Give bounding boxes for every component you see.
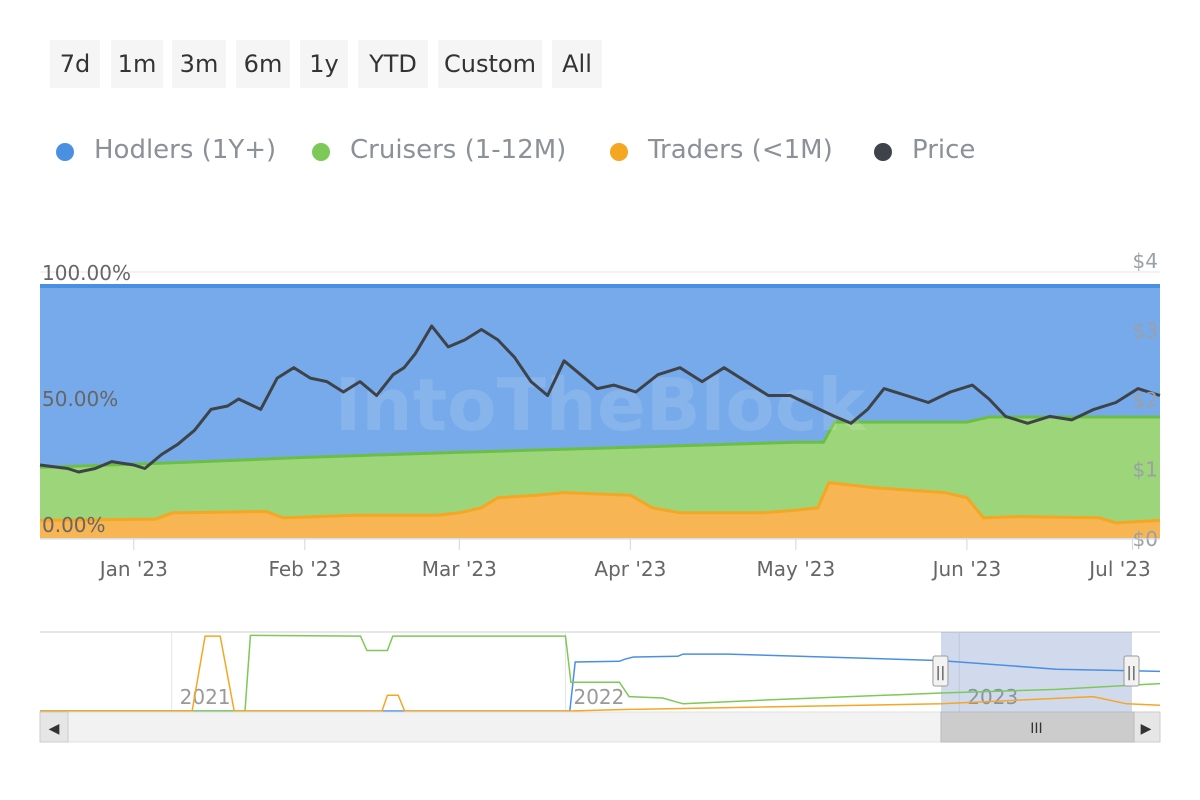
x-tick-label: Apr '23 [594,557,666,581]
navigator-year-label: 2021 [180,685,231,709]
range-button-custom[interactable]: Custom [438,40,542,88]
legend-label-traders: Traders (<1M) [648,135,833,165]
navigator-year-label: 2023 [967,685,1018,709]
range-button-1y[interactable]: 1y [300,40,348,88]
x-tick-label: Jun '23 [931,557,1002,581]
legend-label-hodlers: Hodlers (1Y+) [94,135,277,165]
y-right-tick-label: $3 [1133,319,1158,343]
navigator-series-line [40,634,1161,712]
range-button-7d[interactable]: 7d [50,40,100,88]
traders-area [40,482,1160,538]
handle-grip: || [1127,665,1136,681]
range-button-ytd[interactable]: YTD [358,40,428,88]
legend-item-hodlers[interactable]: Hodlers (1Y+) [52,128,292,172]
y-right-tick-label: $1 [1133,458,1158,482]
legend-label-price: Price [912,135,976,165]
traders-line [39,480,1161,525]
cruisers-area [40,417,1160,523]
navigator-year-label: 2022 [573,685,624,709]
legend-dot-price [874,143,892,161]
y-left-tick-label: 50.00% [42,387,118,411]
range-button-6m[interactable]: 6m [236,40,290,88]
scroll-left-icon[interactable]: ◀ [49,721,60,737]
range-button-all[interactable]: All [552,40,602,88]
x-tick-label: Feb '23 [268,557,341,581]
legend-dot-traders [610,143,628,161]
price-line [39,324,1161,474]
y-right-tick-label: $2 [1133,388,1158,412]
handle-body[interactable] [932,655,949,687]
scroll-left-button[interactable] [39,711,69,743]
x-tick-label: May '23 [757,557,836,581]
y-right-tick-label: $4 [1133,249,1158,273]
cruisers-line [39,415,1160,469]
legend-item-cruisers[interactable]: Cruisers (1-12M) [308,128,588,172]
watermark-text: IntoTheBlock [335,363,868,447]
range-button-1m[interactable]: 1m [111,40,163,88]
navigator-handle-left[interactable]: || [932,655,949,687]
scrollbar-thumb[interactable] [940,711,1135,743]
y-left-tick-label: 0.00% [42,513,106,537]
handle-body[interactable] [1123,655,1140,687]
navigator-series-line [40,653,1161,712]
legend-dot-cruisers [312,143,330,161]
navigator-series-line [40,635,1161,712]
x-tick-label: Jan '23 [98,557,168,581]
scroll-right-icon[interactable]: ▶ [1141,721,1152,737]
scrollbar-grip-icon: III [1030,721,1042,737]
legend-label-cruisers: Cruisers (1-12M) [350,135,567,165]
legend-item-traders[interactable]: Traders (<1M) [606,128,856,172]
legend-item-price[interactable]: Price [870,128,1010,172]
navigator-handle-right[interactable]: || [1123,655,1140,687]
legend-dot-hodlers [56,143,74,161]
x-tick-label: Mar '23 [422,557,497,581]
handle-grip: || [936,665,945,681]
y-left-tick-label: 100.00% [42,261,131,285]
x-tick-label: Jul '23 [1087,557,1150,581]
range-button-3m[interactable]: 3m [172,40,226,88]
